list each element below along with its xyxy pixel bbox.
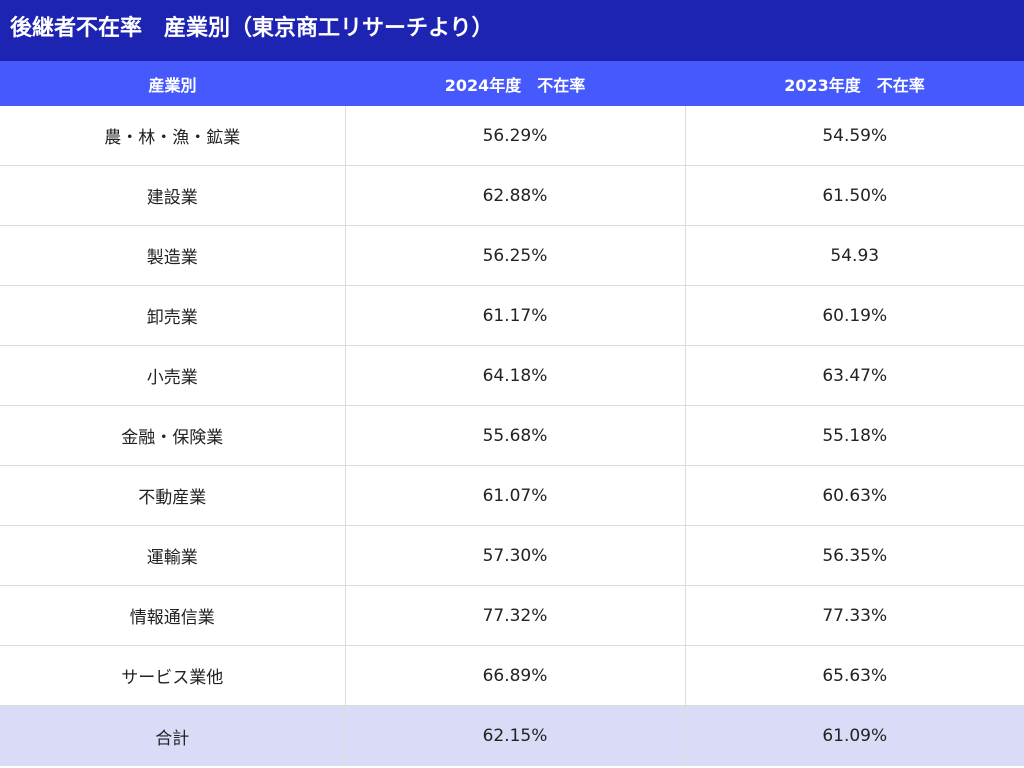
table-row: 卸売業 61.17% 60.19%	[0, 285, 1024, 346]
table-row: 製造業 56.25% 54.93	[0, 225, 1024, 286]
table-row: 情報通信業 77.32% 77.33%	[0, 585, 1024, 646]
table-header: 産業別 2024年度 不在率 2023年度 不在率	[0, 61, 1024, 106]
header-2023-rate: 2023年度 不在率	[685, 61, 1024, 106]
rate-2024-cell: 61.07%	[345, 465, 686, 526]
table-row: 農・林・漁・鉱業 56.29% 54.59%	[0, 106, 1024, 166]
industry-cell: 建設業	[0, 165, 346, 226]
total-row: 合計 62.15% 61.09%	[0, 705, 1024, 766]
rate-2024-cell: 77.32%	[345, 585, 686, 646]
rate-2023-cell: 77.33%	[685, 585, 1024, 646]
rate-2023-cell: 56.35%	[685, 525, 1024, 586]
rate-2023-cell: 65.63%	[685, 645, 1024, 706]
rate-2024-cell: 57.30%	[345, 525, 686, 586]
rate-2023-cell: 55.18%	[685, 405, 1024, 466]
rate-2023-cell: 60.19%	[685, 285, 1024, 346]
industry-cell: サービス業他	[0, 645, 346, 706]
header-row: 産業別 2024年度 不在率 2023年度 不在率	[0, 61, 1024, 106]
rate-2023-cell: 54.93	[685, 225, 1024, 286]
header-2024-rate: 2024年度 不在率	[345, 61, 685, 106]
rate-2023-cell: 60.63%	[685, 465, 1024, 526]
industry-cell: 農・林・漁・鉱業	[0, 106, 346, 166]
table-row: 小売業 64.18% 63.47%	[0, 345, 1024, 406]
rate-2024-cell: 64.18%	[345, 345, 686, 406]
rate-2023-cell: 63.47%	[685, 345, 1024, 406]
industry-cell: 運輸業	[0, 525, 346, 586]
total-2024-cell: 62.15%	[345, 705, 686, 766]
industry-cell: 製造業	[0, 225, 346, 286]
industry-cell: 金融・保険業	[0, 405, 346, 466]
table-row: 金融・保険業 55.68% 55.18%	[0, 405, 1024, 466]
table-row: サービス業他 66.89% 65.63%	[0, 645, 1024, 706]
industry-cell: 情報通信業	[0, 585, 346, 646]
rate-2024-cell: 66.89%	[345, 645, 686, 706]
page-title: 後継者不在率 産業別（東京商工リサーチより）	[0, 0, 1024, 61]
industry-cell: 不動産業	[0, 465, 346, 526]
vacancy-rate-table: 産業別 2024年度 不在率 2023年度 不在率 農・林・漁・鉱業 56.29…	[0, 61, 1024, 766]
rate-2023-cell: 54.59%	[685, 106, 1024, 166]
header-industry: 産業別	[0, 61, 345, 106]
table-body: 農・林・漁・鉱業 56.29% 54.59% 建設業 62.88% 61.50%…	[0, 106, 1024, 766]
total-2023-cell: 61.09%	[685, 705, 1024, 766]
rate-2023-cell: 61.50%	[685, 165, 1024, 226]
rate-2024-cell: 56.25%	[345, 225, 686, 286]
industry-cell: 小売業	[0, 345, 346, 406]
table-row: 不動産業 61.07% 60.63%	[0, 465, 1024, 526]
table-row: 運輸業 57.30% 56.35%	[0, 525, 1024, 586]
table-row: 建設業 62.88% 61.50%	[0, 165, 1024, 226]
rate-2024-cell: 62.88%	[345, 165, 686, 226]
rate-2024-cell: 61.17%	[345, 285, 686, 346]
rate-2024-cell: 55.68%	[345, 405, 686, 466]
total-label-cell: 合計	[0, 705, 346, 766]
industry-cell: 卸売業	[0, 285, 346, 346]
rate-2024-cell: 56.29%	[345, 106, 686, 166]
